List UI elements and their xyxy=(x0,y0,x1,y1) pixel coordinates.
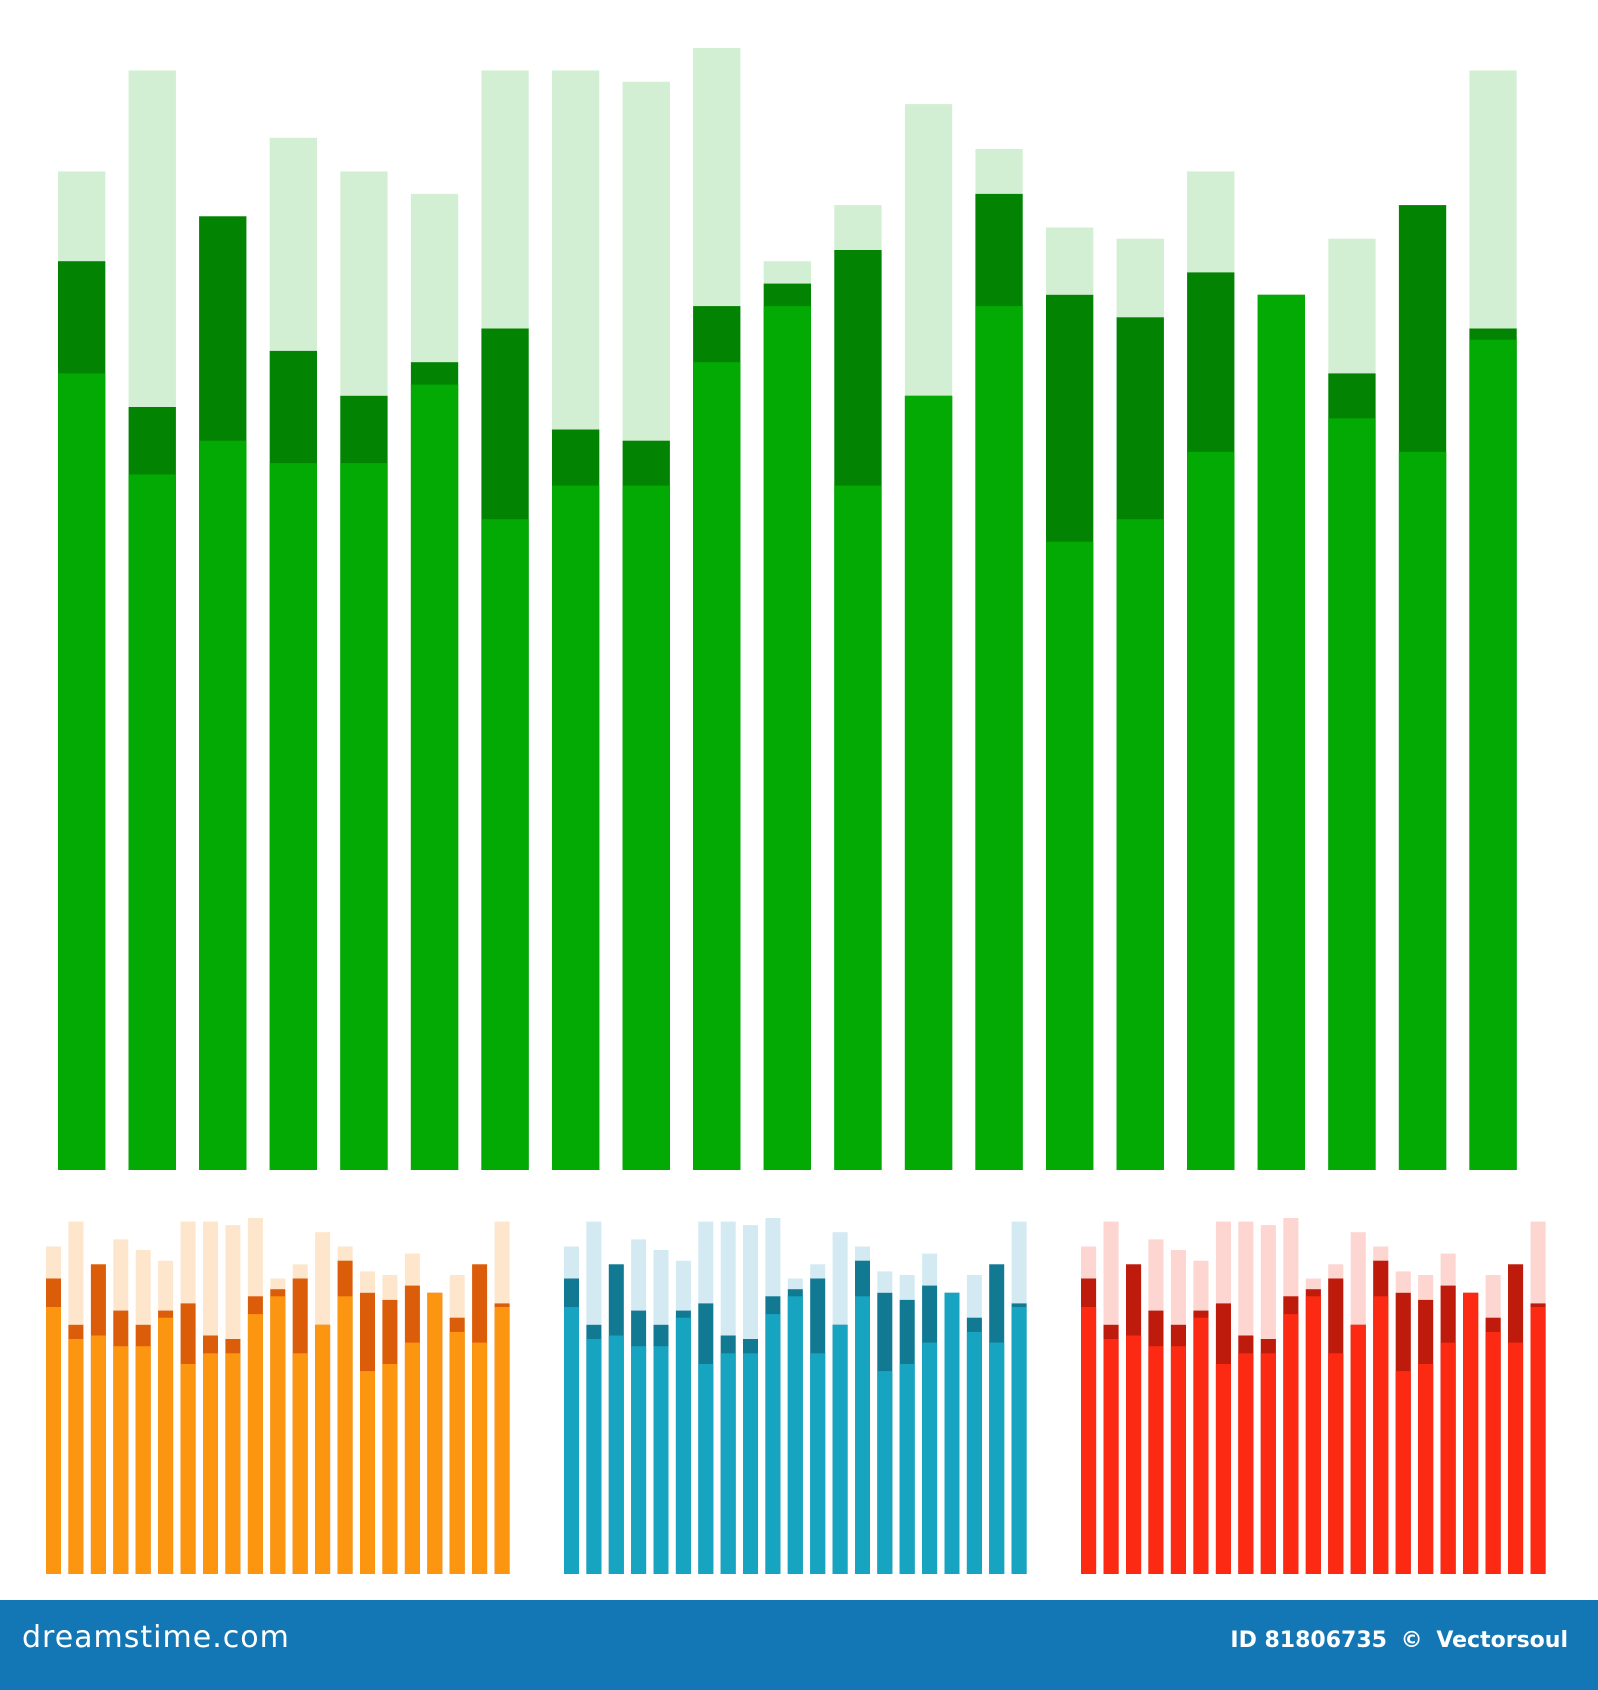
green-equalizer-bar-10-main xyxy=(693,362,741,1170)
blue-equalizer-bar-6-main xyxy=(675,1317,691,1574)
green-equalizer-bar-12-main xyxy=(834,485,882,1171)
blue-equalizer-bar-4-main xyxy=(631,1346,647,1574)
orange-equalizer-bar-20-main xyxy=(472,1342,488,1574)
blue-equalizer-bar-14-main xyxy=(855,1296,870,1574)
red-equalizer-panel xyxy=(1081,1218,1546,1574)
green-equalizer-bar-3-main xyxy=(199,440,247,1170)
blue-equalizer-bar-20-main xyxy=(989,1342,1005,1574)
red-equalizer-bar-20-main xyxy=(1508,1342,1524,1574)
orange-equalizer-bar-21-main xyxy=(494,1307,510,1574)
red-equalizer-bar-14-main xyxy=(1373,1296,1389,1574)
red-equalizer-bar-4-main xyxy=(1148,1346,1164,1574)
red-equalizer-bar-18-main xyxy=(1463,1292,1479,1574)
orange-equalizer-bar-16-main xyxy=(382,1364,398,1574)
blue-equalizer-bar-10-main xyxy=(765,1314,781,1574)
red-equalizer-bar-12-main xyxy=(1328,1353,1344,1574)
blue-equalizer-bar-12-main xyxy=(810,1353,826,1574)
orange-equalizer-bar-14-main xyxy=(337,1296,353,1574)
green-equalizer-panel xyxy=(58,48,1517,1171)
green-equalizer-bar-16-main xyxy=(1116,519,1164,1170)
blue-equalizer-bar-9-main xyxy=(743,1353,758,1574)
blue-equalizer-bar-7-main xyxy=(698,1364,714,1574)
brand-wordmark: dreamstime.com xyxy=(22,1620,290,1655)
orange-equalizer-bar-17-main xyxy=(404,1342,420,1574)
green-equalizer-bar-11-main xyxy=(763,306,811,1171)
green-equalizer-bar-8-main xyxy=(552,485,600,1171)
red-equalizer-bar-8-main xyxy=(1238,1353,1254,1574)
copyright-sign: © xyxy=(1400,1628,1423,1653)
orange-equalizer-bar-18-main xyxy=(427,1292,443,1574)
image-credit: ID 81806735 © Vectorsoul xyxy=(1224,1628,1568,1653)
red-equalizer-bar-17-main xyxy=(1440,1342,1456,1574)
blue-equalizer-bar-2-main xyxy=(586,1339,602,1574)
blue-equalizer-bar-13-main xyxy=(832,1324,848,1574)
red-equalizer-bar-7-main xyxy=(1215,1364,1231,1574)
red-equalizer-bar-19-main xyxy=(1485,1331,1501,1574)
orange-equalizer-bar-12-main xyxy=(292,1353,308,1574)
red-equalizer-bar-3-main xyxy=(1126,1335,1142,1574)
orange-equalizer-bar-5-main xyxy=(135,1346,151,1574)
green-equalizer-bar-5-main xyxy=(340,463,388,1171)
blue-equalizer-bar-17-main xyxy=(922,1342,938,1574)
green-equalizer-bar-6-main xyxy=(410,384,459,1171)
green-equalizer-bar-7-main xyxy=(481,519,529,1170)
green-equalizer-bar-21-main xyxy=(1469,339,1517,1170)
red-equalizer-bar-5-main xyxy=(1170,1346,1186,1574)
equalizer-artwork xyxy=(46,48,1546,1574)
red-equalizer-bar-11-main xyxy=(1305,1296,1321,1574)
stock-footer-bar: dreamstime.com ID 81806735 © Vectorsoul xyxy=(0,1600,1598,1690)
green-equalizer-bar-13-main xyxy=(904,395,953,1170)
orange-equalizer-bar-19-main xyxy=(449,1331,465,1574)
image-id: ID 81806735 xyxy=(1230,1628,1387,1653)
blue-equalizer-bar-5-main xyxy=(653,1346,669,1574)
green-equalizer-bar-4-main xyxy=(269,463,317,1171)
blue-equalizer-bar-21-main xyxy=(1011,1307,1027,1574)
orange-equalizer-bar-13-main xyxy=(315,1324,331,1574)
green-equalizer-bar-14-main xyxy=(975,306,1023,1171)
orange-equalizer-bar-9-main xyxy=(225,1353,241,1574)
blue-equalizer-panel xyxy=(564,1218,1027,1574)
blue-equalizer-bar-19-main xyxy=(966,1331,982,1574)
blue-equalizer-bar-3-main xyxy=(608,1335,624,1574)
orange-equalizer-bar-4-main xyxy=(113,1346,129,1574)
orange-equalizer-bar-3-main xyxy=(90,1335,106,1574)
red-equalizer-bar-10-main xyxy=(1283,1314,1299,1574)
orange-equalizer-bar-10-main xyxy=(247,1314,263,1574)
orange-equalizer-bar-7-main xyxy=(180,1364,196,1574)
blue-equalizer-bar-11-main xyxy=(787,1296,803,1574)
red-equalizer-bar-16-main xyxy=(1418,1364,1434,1574)
red-equalizer-bar-1-main xyxy=(1081,1307,1097,1574)
orange-equalizer-panel xyxy=(46,1218,510,1574)
red-equalizer-bar-21-main xyxy=(1530,1307,1546,1574)
green-equalizer-bar-2-main xyxy=(128,474,176,1170)
green-equalizer-bar-20-main xyxy=(1398,451,1447,1170)
orange-equalizer-bar-15-main xyxy=(360,1371,375,1574)
blue-equalizer-bar-8-main xyxy=(720,1353,736,1574)
orange-equalizer-bar-1-main xyxy=(46,1307,61,1574)
green-equalizer-bar-15-main xyxy=(1046,541,1094,1170)
red-equalizer-bar-13-main xyxy=(1350,1324,1366,1574)
red-equalizer-bar-6-main xyxy=(1193,1317,1209,1574)
blue-equalizer-bar-16-main xyxy=(899,1364,915,1574)
green-equalizer-bar-1-main xyxy=(58,373,106,1170)
blue-equalizer-bar-15-main xyxy=(877,1371,893,1574)
green-equalizer-bar-9-main xyxy=(622,485,670,1171)
red-equalizer-bar-15-main xyxy=(1395,1371,1411,1574)
orange-equalizer-bar-11-main xyxy=(270,1296,286,1574)
orange-equalizer-bar-2-main xyxy=(68,1339,84,1574)
green-equalizer-bar-17-main xyxy=(1187,451,1235,1170)
orange-equalizer-bar-8-main xyxy=(203,1353,218,1574)
green-equalizer-bar-19-main xyxy=(1328,418,1376,1170)
author-name: Vectorsoul xyxy=(1436,1628,1568,1653)
blue-equalizer-bar-18-main xyxy=(944,1292,960,1574)
red-equalizer-bar-2-main xyxy=(1103,1339,1119,1574)
blue-equalizer-bar-1-main xyxy=(564,1307,579,1574)
red-equalizer-bar-9-main xyxy=(1260,1353,1276,1574)
orange-equalizer-bar-6-main xyxy=(158,1317,174,1574)
green-equalizer-bar-18-main xyxy=(1257,294,1305,1170)
